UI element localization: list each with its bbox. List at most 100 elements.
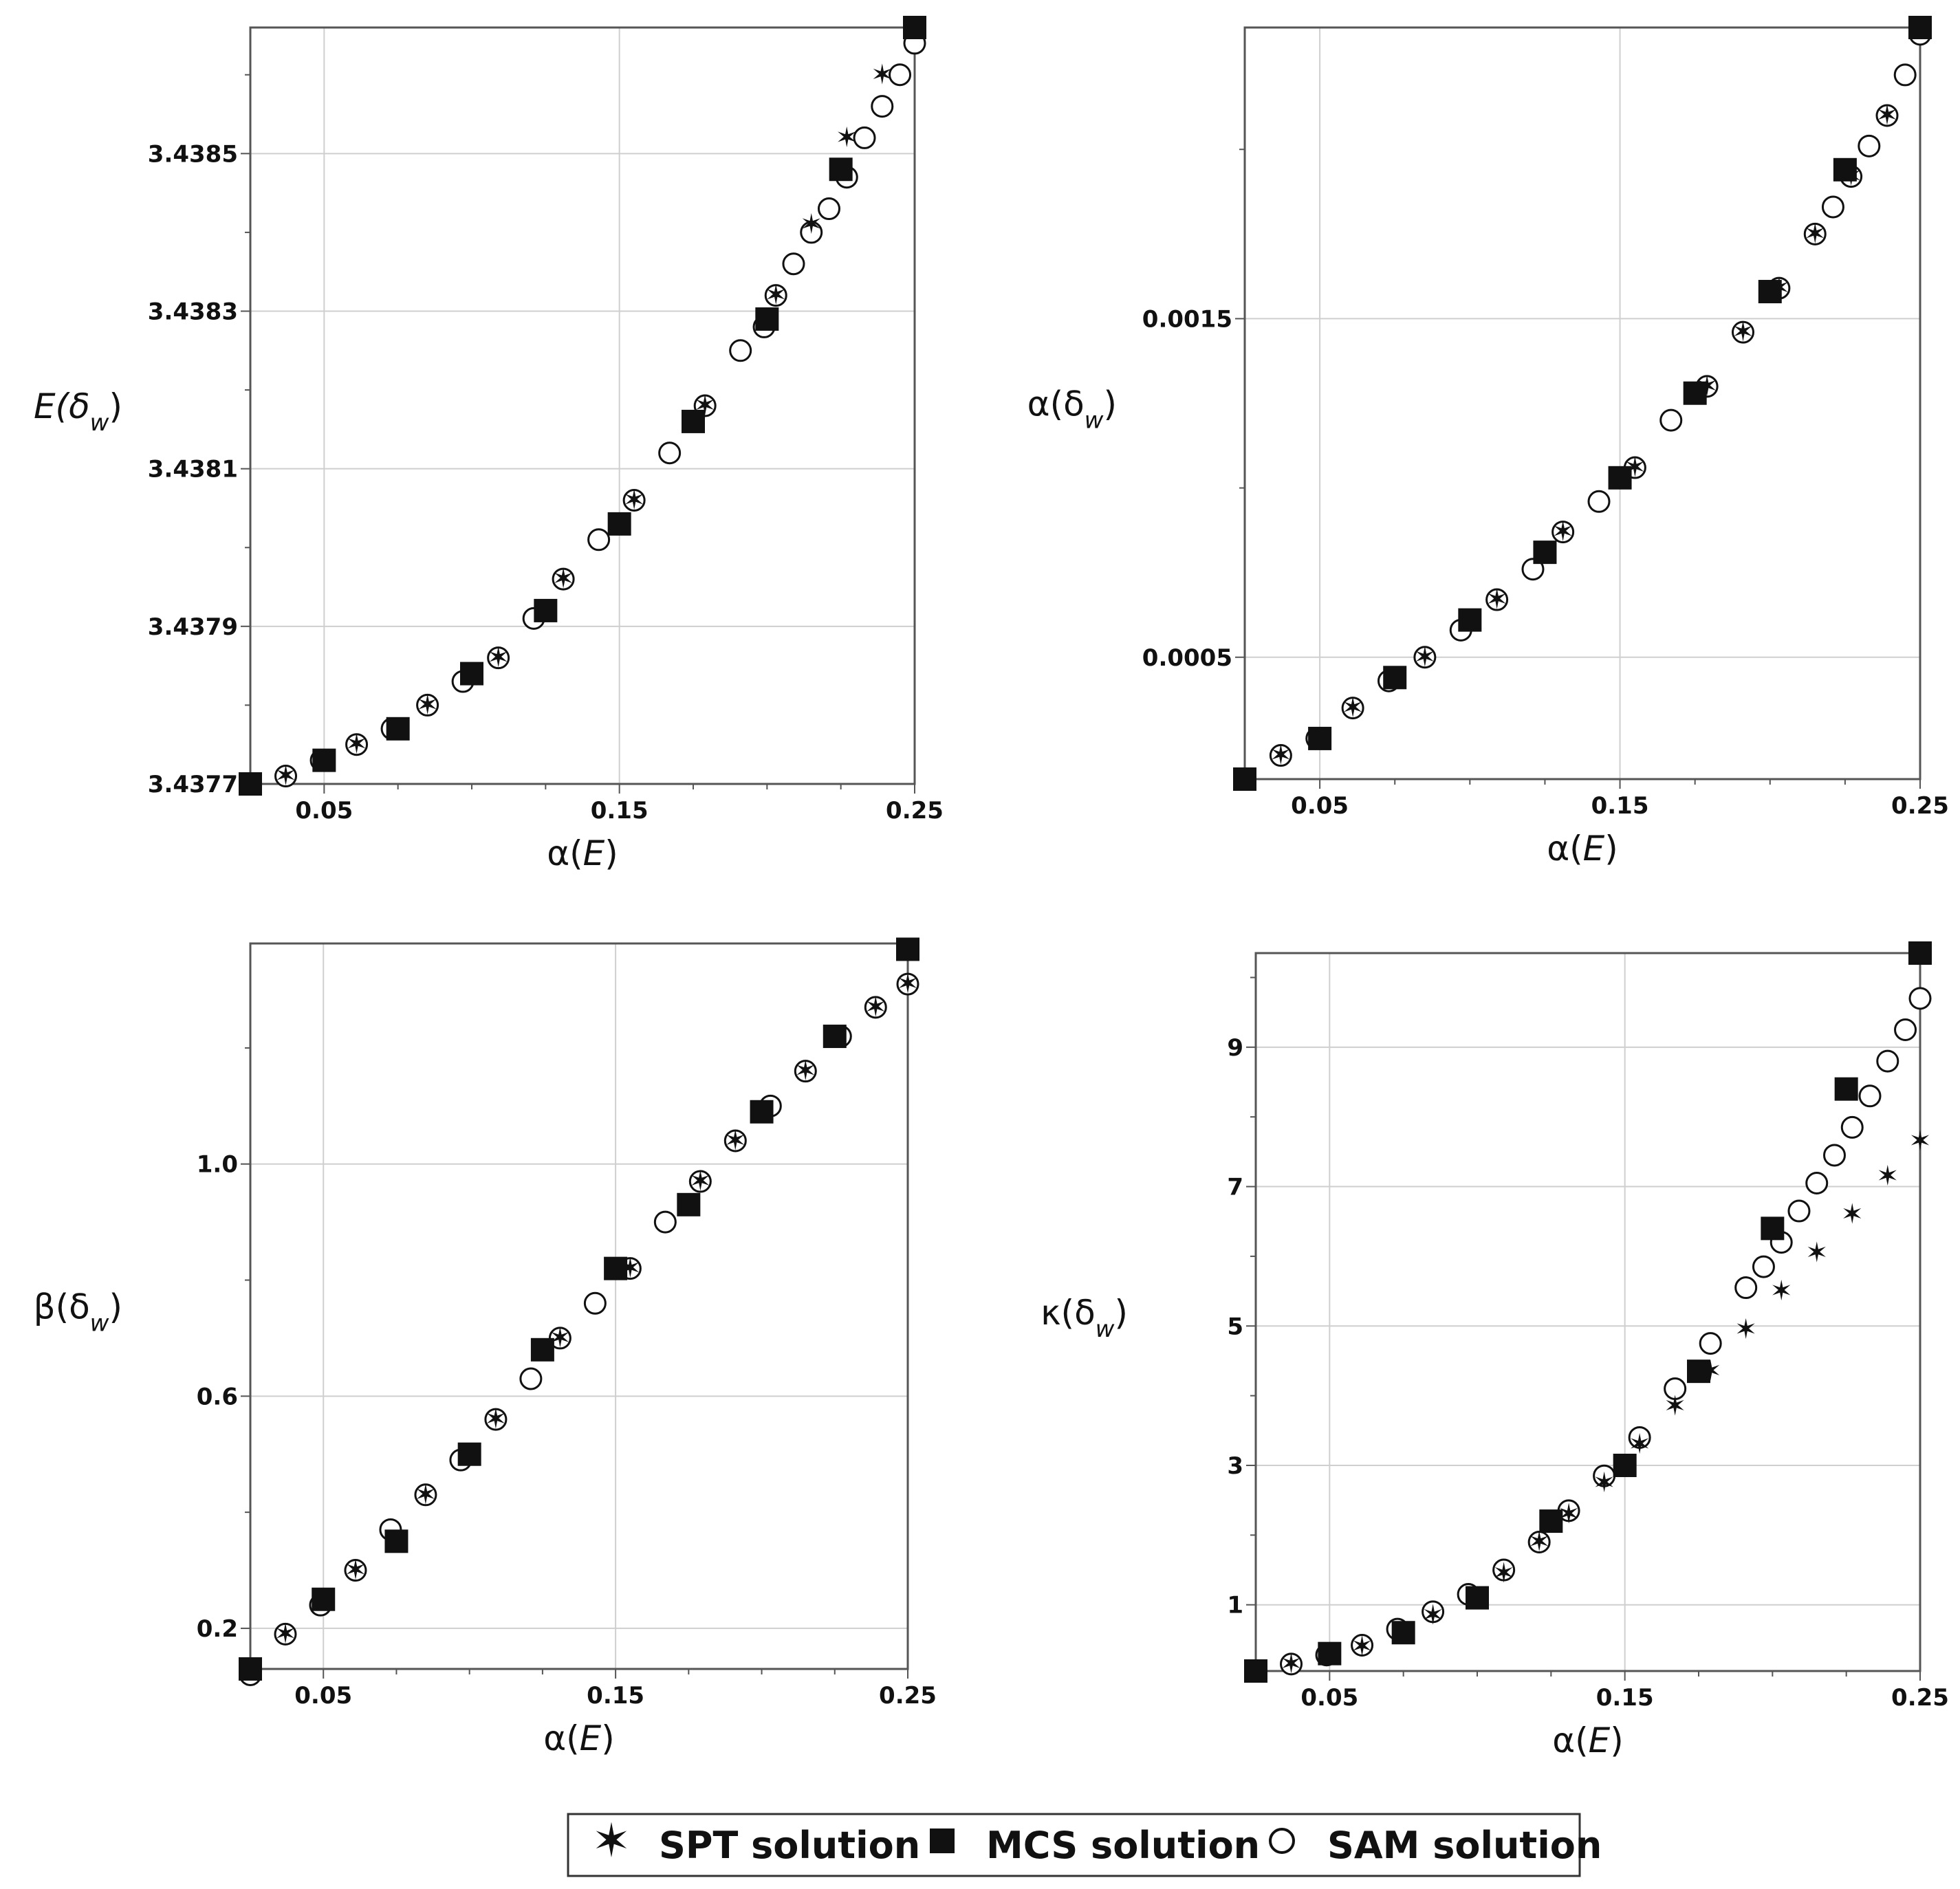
spt-point: ✶ [1341, 692, 1364, 724]
mcs-point [1834, 1077, 1858, 1101]
sam-point [864, 996, 887, 1019]
mcs-point [1466, 1586, 1489, 1610]
y-tick-label: 0.6 [197, 1383, 238, 1410]
y-tick-label: 0.0005 [1142, 644, 1232, 672]
mcs-point [239, 772, 262, 796]
mcs-point [312, 1587, 336, 1611]
x-tick-label: 0.25 [1891, 792, 1949, 820]
sam-point [653, 1210, 677, 1234]
sam-point [519, 1367, 543, 1390]
legend-sam-marker [1269, 1828, 1295, 1854]
spt-point: ✶ [1413, 642, 1437, 673]
sam-point [1876, 1049, 1899, 1073]
sam-point [1341, 697, 1364, 720]
sam-point [1803, 222, 1827, 245]
spt-point: ✶ [487, 642, 510, 674]
x-tick-label: 0.15 [1596, 1684, 1654, 1712]
sam-point [1521, 558, 1545, 581]
sam-point [1413, 646, 1437, 669]
spt-point: ✶ [1351, 1631, 1374, 1663]
sam-point [1734, 1276, 1758, 1300]
x-tick-label: 0.05 [1291, 792, 1349, 820]
spt-point: ✶ [1732, 316, 1755, 348]
spt-point: ✶ [1492, 1558, 1516, 1589]
sam-point [1551, 521, 1575, 544]
mcs-point [457, 1442, 481, 1466]
sam-point [1858, 1084, 1882, 1108]
spt-point: ✶ [1280, 1648, 1303, 1680]
spt-point: ✶ [274, 761, 298, 792]
sam-point [723, 1129, 747, 1153]
y-tick-label: 0.2 [197, 1615, 238, 1643]
x-tick-label: 0.15 [1591, 792, 1649, 820]
spt-point: ✶ [1908, 1126, 1932, 1157]
sam-point [1893, 63, 1917, 87]
y-tick-label: 3.4383 [148, 298, 238, 326]
spt-point: ✶ [1803, 218, 1827, 250]
mcs-point [312, 748, 336, 772]
legend-mcs-label: MCS solution [986, 1824, 1260, 1867]
legend-spt-marker: ✶ [592, 1814, 631, 1868]
mcs-point [1683, 381, 1707, 405]
mcs-point [1244, 1659, 1267, 1683]
sam-point [800, 221, 823, 244]
x-tick-label: 0.25 [1891, 1684, 1949, 1712]
spt-point: ✶ [345, 729, 369, 761]
panel-e: 3.4377 3.4379 3.4381 3.4383 3.4385 0.05 0.15 0.… [34, 16, 944, 873]
mcs-point [829, 157, 853, 182]
mcs-point [1458, 608, 1482, 632]
sam-point [274, 765, 298, 788]
spt-point: ✶ [1422, 1599, 1445, 1631]
spt-point: ✶ [1805, 1237, 1829, 1269]
legend: ✶ SPT solution MCS solution SAM solution [567, 1813, 1602, 1877]
mcs-point [750, 1100, 774, 1124]
sam-point [587, 528, 611, 552]
sam-point [764, 284, 787, 307]
y-axis-label: κ(δw) [1041, 1293, 1128, 1343]
spt-point: ✶ [552, 563, 575, 595]
mcs-point [1687, 1360, 1710, 1384]
x-tick-label: 0.05 [1300, 1684, 1358, 1712]
sam-point [1822, 1144, 1846, 1167]
sam-point [1587, 490, 1611, 513]
sam-point [794, 1060, 817, 1083]
sam-point [1787, 1199, 1811, 1223]
sam-point [688, 1170, 712, 1193]
sam-point [1659, 408, 1683, 432]
mcs-point [1233, 767, 1256, 791]
y-tick-label: 7 [1227, 1174, 1243, 1201]
spt-point: ✶ [274, 1618, 297, 1650]
legend-spt-label: SPT solution [659, 1824, 920, 1867]
spt-point: ✶ [871, 59, 894, 91]
spt-point: ✶ [764, 280, 787, 312]
x-tick-label: 0.25 [879, 1682, 937, 1710]
spt-point: ✶ [1734, 1313, 1758, 1345]
y-tick-label: 5 [1227, 1313, 1243, 1340]
mcs-point [460, 662, 483, 686]
panel-beta: 0.20.61.00.05 0.15 0.25α(E)β(δw)✶✶✶✶✶✶✶✶✶✶… [34, 937, 937, 1758]
sam-point [871, 95, 894, 118]
mcs-point [386, 717, 410, 741]
x-tick-label: 0.25 [886, 797, 944, 825]
mcs-point [1318, 1641, 1342, 1666]
spt-point: ✶ [344, 1555, 367, 1586]
mcs-point [1533, 541, 1557, 565]
mcs-point [1613, 1453, 1637, 1477]
spt-point: ✶ [724, 1125, 748, 1157]
mcs-point [755, 307, 779, 331]
sam-point [1527, 1530, 1551, 1553]
x-axis-label: α(E) [1552, 1721, 1624, 1760]
sam-point [782, 252, 805, 276]
spt-point: ✶ [1876, 1160, 1899, 1192]
mcs-point [896, 937, 919, 961]
mcs-point [1539, 1509, 1563, 1533]
y-tick-label: 3.4377 [148, 771, 238, 798]
y-axis-label: E(δw) [34, 386, 122, 437]
mcs-point [1833, 157, 1857, 182]
y-tick-label: 9 [1227, 1034, 1243, 1062]
sam-point [416, 693, 439, 717]
y-tick-label: 0.0015 [1142, 305, 1232, 333]
legend-mcs-marker [930, 1828, 955, 1853]
sam-point [1752, 1255, 1775, 1278]
